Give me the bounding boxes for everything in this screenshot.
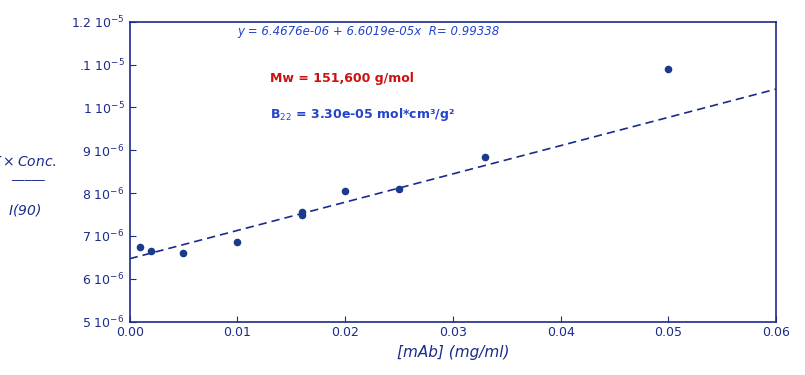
Point <box>662 66 675 72</box>
Point <box>479 154 492 160</box>
Point <box>295 211 308 217</box>
Point <box>145 248 158 254</box>
Point <box>393 186 406 192</box>
Point <box>339 188 352 194</box>
Point <box>177 250 190 256</box>
Point <box>231 239 244 245</box>
Text: $K \times \mathit{Conc.}$: $K \times \mathit{Conc.}$ <box>0 155 57 169</box>
Text: ─────: ───── <box>11 175 45 185</box>
Text: $\mathit{I}$(90): $\mathit{I}$(90) <box>7 202 41 219</box>
Text: $\mathbf{B}_{22}$ = 3.30e-05 mol*cm³/g²: $\mathbf{B}_{22}$ = 3.30e-05 mol*cm³/g² <box>270 106 455 123</box>
Point <box>295 209 308 215</box>
Text: y = 6.4676e-06 + 6.6019e-05x  R= 0.99338: y = 6.4676e-06 + 6.6019e-05x R= 0.99338 <box>237 25 500 38</box>
Text: Mw = 151,600 g/mol: Mw = 151,600 g/mol <box>270 72 414 85</box>
Point <box>134 244 147 250</box>
X-axis label: [mAb] (mg/ml): [mAb] (mg/ml) <box>397 345 509 360</box>
